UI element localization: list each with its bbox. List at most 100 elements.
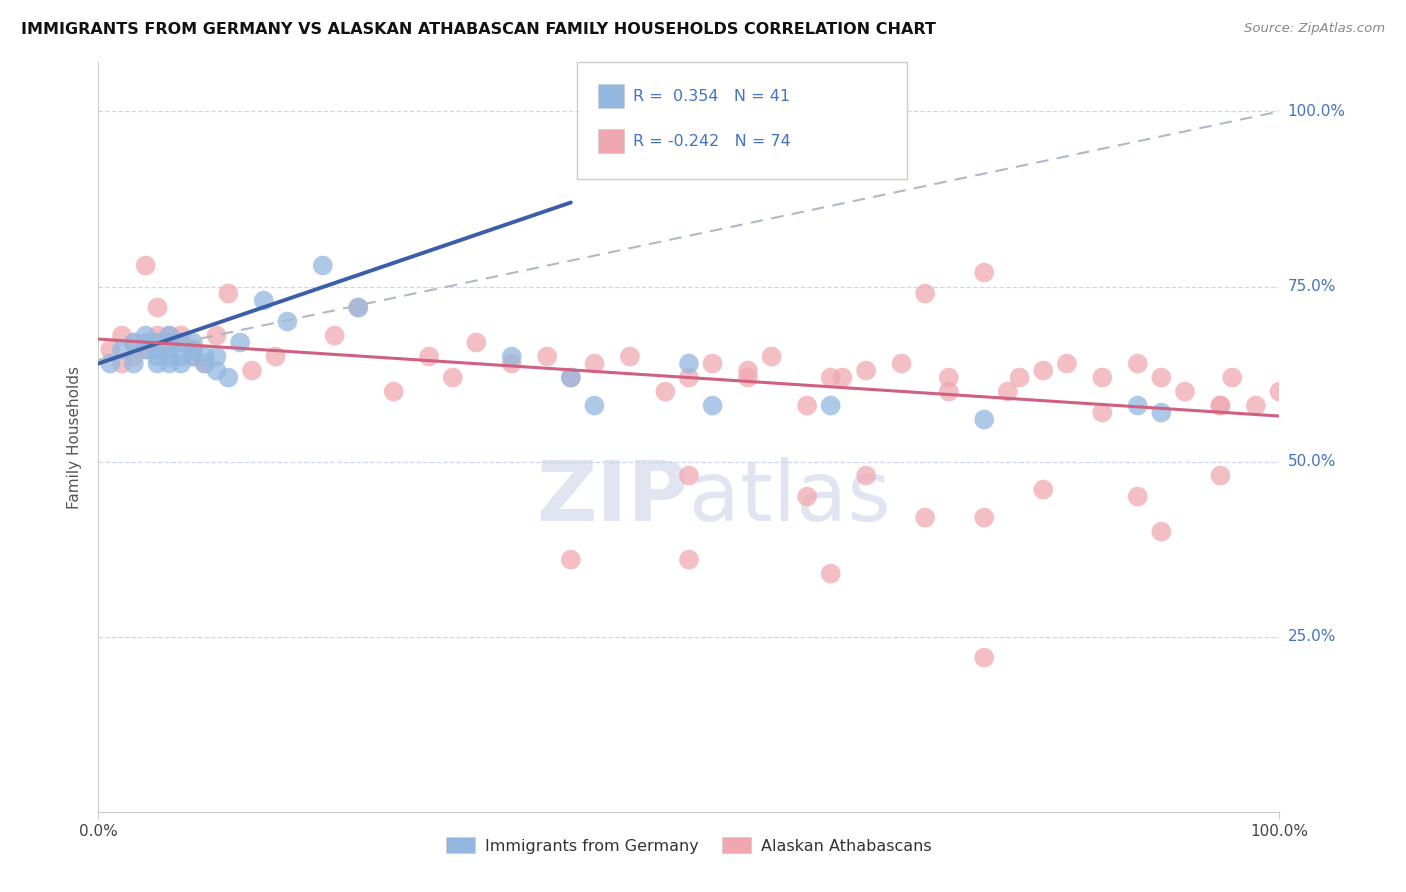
Point	[560, 370, 582, 384]
Point	[181, 343, 204, 357]
Point	[170, 350, 193, 364]
Point	[1150, 406, 1173, 420]
Point	[98, 357, 121, 371]
Point	[135, 335, 157, 350]
Point	[820, 566, 842, 581]
Point	[205, 350, 228, 364]
Point	[181, 343, 204, 357]
Point	[157, 335, 180, 350]
Point	[194, 350, 217, 364]
Point	[146, 343, 169, 357]
Point	[1209, 399, 1232, 413]
Text: 100.0%: 100.0%	[1288, 104, 1346, 119]
Point	[98, 343, 121, 357]
Text: 50.0%: 50.0%	[1288, 454, 1336, 469]
Point	[312, 259, 335, 273]
Point	[583, 357, 606, 371]
Point	[181, 350, 204, 364]
Point	[501, 357, 523, 371]
Point	[654, 384, 676, 399]
Point	[1174, 384, 1197, 399]
Point	[111, 328, 134, 343]
Point	[501, 350, 523, 364]
Point	[973, 650, 995, 665]
Point	[1220, 370, 1243, 384]
Point	[194, 357, 217, 371]
Point	[1268, 384, 1291, 399]
FancyBboxPatch shape	[576, 62, 907, 178]
Point	[157, 350, 180, 364]
Point	[1032, 363, 1054, 377]
Text: IMMIGRANTS FROM GERMANY VS ALASKAN ATHABASCAN FAMILY HOUSEHOLDS CORRELATION CHAR: IMMIGRANTS FROM GERMANY VS ALASKAN ATHAB…	[21, 22, 936, 37]
FancyBboxPatch shape	[598, 129, 624, 153]
Point	[122, 357, 145, 371]
Point	[323, 328, 346, 343]
Point	[855, 363, 877, 377]
Point	[914, 510, 936, 524]
Point	[1032, 483, 1054, 497]
Point	[157, 335, 180, 350]
Point	[194, 357, 217, 371]
Point	[229, 335, 252, 350]
Point	[135, 259, 157, 273]
Point	[820, 399, 842, 413]
Point	[276, 314, 298, 328]
Point	[122, 335, 145, 350]
Point	[1150, 370, 1173, 384]
Point	[441, 370, 464, 384]
FancyBboxPatch shape	[598, 84, 624, 108]
Point	[157, 357, 180, 371]
Point	[1056, 357, 1078, 371]
Point	[855, 468, 877, 483]
Point	[217, 286, 239, 301]
Text: 75.0%: 75.0%	[1288, 279, 1336, 294]
Point	[702, 399, 724, 413]
Point	[678, 552, 700, 566]
Y-axis label: Family Households: Family Households	[67, 366, 83, 508]
Point	[796, 490, 818, 504]
Point	[111, 357, 134, 371]
Text: 25.0%: 25.0%	[1288, 629, 1336, 644]
Point	[973, 412, 995, 426]
Point	[737, 370, 759, 384]
Point	[347, 301, 370, 315]
Point	[157, 343, 180, 357]
Point	[347, 301, 370, 315]
Point	[560, 552, 582, 566]
Point	[1126, 399, 1149, 413]
Point	[1150, 524, 1173, 539]
Point	[1008, 370, 1031, 384]
Point	[831, 370, 853, 384]
Point	[146, 350, 169, 364]
Point	[997, 384, 1019, 399]
Point	[111, 343, 134, 357]
Point	[678, 468, 700, 483]
Point	[619, 350, 641, 364]
Point	[1209, 468, 1232, 483]
Point	[146, 335, 169, 350]
Text: Source: ZipAtlas.com: Source: ZipAtlas.com	[1244, 22, 1385, 36]
Point	[253, 293, 276, 308]
Point	[146, 328, 169, 343]
Point	[796, 399, 818, 413]
Point	[122, 350, 145, 364]
Point	[583, 399, 606, 413]
Point	[135, 343, 157, 357]
Point	[146, 357, 169, 371]
Legend: Immigrants from Germany, Alaskan Athabascans: Immigrants from Germany, Alaskan Athabas…	[440, 831, 938, 860]
Point	[170, 328, 193, 343]
Point	[465, 335, 488, 350]
Point	[890, 357, 912, 371]
Point	[1091, 370, 1114, 384]
Point	[1126, 357, 1149, 371]
Point	[678, 370, 700, 384]
Point	[1209, 399, 1232, 413]
Point	[146, 301, 169, 315]
Point	[170, 335, 193, 350]
Point	[157, 328, 180, 343]
Point	[205, 363, 228, 377]
Point	[181, 335, 204, 350]
Point	[973, 266, 995, 280]
Point	[205, 328, 228, 343]
Point	[737, 363, 759, 377]
